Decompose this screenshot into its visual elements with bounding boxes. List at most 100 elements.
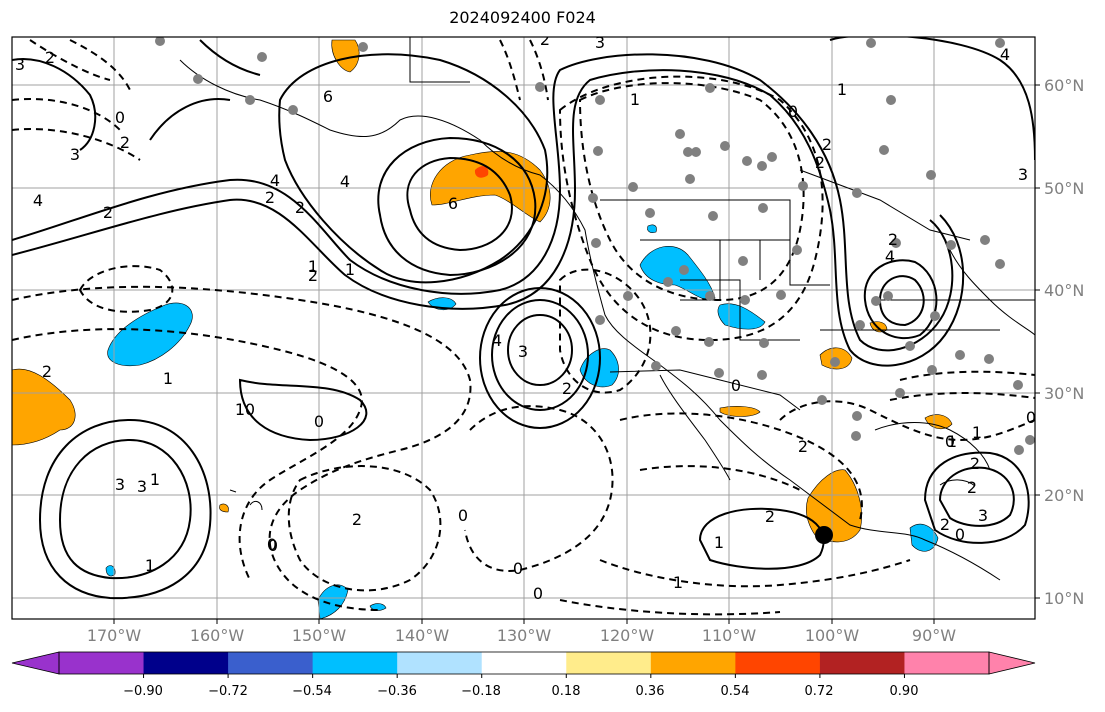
lat-label-10: 10°N <box>1044 589 1085 608</box>
contour-label: 1 <box>714 533 724 552</box>
storm-center-marker <box>815 526 833 544</box>
colorbar-tick-4: −0.18 <box>461 684 501 699</box>
lon-label-160: 160°W <box>189 626 245 645</box>
colorbar-tick-2: −0.54 <box>292 684 332 699</box>
colorbar-tick-0: −0.90 <box>123 684 163 699</box>
colorbar <box>11 651 1036 678</box>
contour-label: 2 <box>815 153 825 172</box>
lon-label-150: 150°W <box>291 626 347 645</box>
lat-label-50: 50°N <box>1044 179 1085 198</box>
lon-label-130: 130°W <box>496 626 552 645</box>
contour-label: 0 <box>268 536 278 555</box>
colorbar-frame <box>58 651 990 675</box>
colorbar-tick-1: −0.72 <box>208 684 248 699</box>
colorbar-segment <box>481 652 567 674</box>
contour-label: 4 <box>270 171 280 190</box>
contour-label: 2 <box>562 379 572 398</box>
contour-label: 3 <box>595 33 605 52</box>
contour-label: 2 <box>42 362 52 381</box>
contour-label: 2 <box>967 478 977 497</box>
contour-label: 1 <box>145 556 155 575</box>
colorbar-tick-5: 0.18 <box>551 684 581 699</box>
contour-label: 0 <box>245 400 255 419</box>
lon-label-170: 170°W <box>86 626 142 645</box>
contour-label: 1 <box>163 369 173 388</box>
lat-label-60: 60°N <box>1044 76 1085 95</box>
contour-label: 0 <box>533 584 543 603</box>
contour-label: 1 <box>235 400 245 419</box>
graticule <box>12 37 1035 619</box>
contour-label: 1 <box>345 260 355 279</box>
shading-strong-positive <box>474 166 489 178</box>
contour-label: 2 <box>265 188 275 207</box>
colorbar-extend-right <box>988 651 1036 675</box>
contour-label: 2 <box>970 454 980 473</box>
colorbar-segment <box>143 652 229 674</box>
contour-label: 2 <box>103 203 113 222</box>
contour-label: 0 <box>267 535 277 554</box>
contour-label: 3 <box>70 145 80 164</box>
contour-label: 3 <box>978 506 988 525</box>
contours-positive <box>12 37 1035 600</box>
map-title: 2024092400 F024 <box>449 8 596 27</box>
shading-negative <box>105 224 939 619</box>
colorbar-tick-6: 0.36 <box>635 684 665 699</box>
lon-label-110: 110°W <box>701 626 757 645</box>
contour-label: 0 <box>788 102 798 121</box>
contour-label: 2 <box>940 515 950 534</box>
contour-label: 2 <box>765 507 775 526</box>
contour-label: 4 <box>492 331 502 350</box>
contour-label: 0 <box>731 376 741 395</box>
contour-label: 0 <box>955 525 965 544</box>
colorbar-tick-9: 0.90 <box>889 684 919 699</box>
contour-label: 2 <box>888 230 898 249</box>
contour-label: 4 <box>1000 45 1010 64</box>
contour-label: 2 <box>822 135 832 154</box>
colorbar-segment <box>397 652 483 674</box>
contour-label: 2 <box>308 266 318 285</box>
contour-label: 1 <box>630 90 640 109</box>
colorbar-segment <box>59 652 145 674</box>
contour-label: 1 <box>308 257 318 276</box>
contour-label: 0 <box>513 559 523 578</box>
colorbar-segment <box>904 652 990 674</box>
colorbar-segment <box>312 652 398 674</box>
contour-label: 3 <box>518 342 528 361</box>
contour-label: 3 <box>137 477 147 496</box>
contour-label: 0 <box>1026 408 1036 427</box>
contour-label: 2 <box>120 133 130 152</box>
contour-label: 0 <box>115 108 125 127</box>
contour-label: 3 <box>1018 165 1028 184</box>
colorbar-segment <box>228 652 314 674</box>
colorbar-segment <box>566 652 652 674</box>
contour-label: 1 <box>972 423 982 442</box>
contour-label: 6 <box>448 194 458 213</box>
lat-label-20: 20°N <box>1044 486 1085 505</box>
contour-label: 2 <box>798 437 808 456</box>
colorbar-segment <box>819 652 905 674</box>
contour-label: 4 <box>885 247 895 266</box>
lon-label-90: 90°W <box>911 626 957 645</box>
contour-label: 1 <box>673 573 683 592</box>
colorbar-tick-3: −0.36 <box>377 684 417 699</box>
contour-label: 2 <box>45 48 55 67</box>
contour-label: 2 <box>352 510 362 529</box>
contour-label: 1 <box>947 432 957 451</box>
colorbar-tick-8: 0.72 <box>804 684 834 699</box>
contour-label: 3 <box>115 475 125 494</box>
colorbar-tick-7: 0.54 <box>720 684 750 699</box>
lat-label-30: 30°N <box>1044 384 1085 403</box>
contour-label: 1 <box>150 470 160 489</box>
contour-label: 4 <box>33 191 43 210</box>
contour-label: 0 <box>314 412 324 431</box>
contour-label: 2 <box>295 198 305 217</box>
colorbar-segment <box>650 652 736 674</box>
lon-label-120: 120°W <box>599 626 655 645</box>
lon-label-100: 100°W <box>804 626 860 645</box>
contour-label: 4 <box>340 172 350 191</box>
contour-label: 1 <box>837 80 847 99</box>
lat-label-40: 40°N <box>1044 281 1085 300</box>
colorbar-extend-left <box>11 651 60 675</box>
contour-label: 6 <box>323 87 333 106</box>
